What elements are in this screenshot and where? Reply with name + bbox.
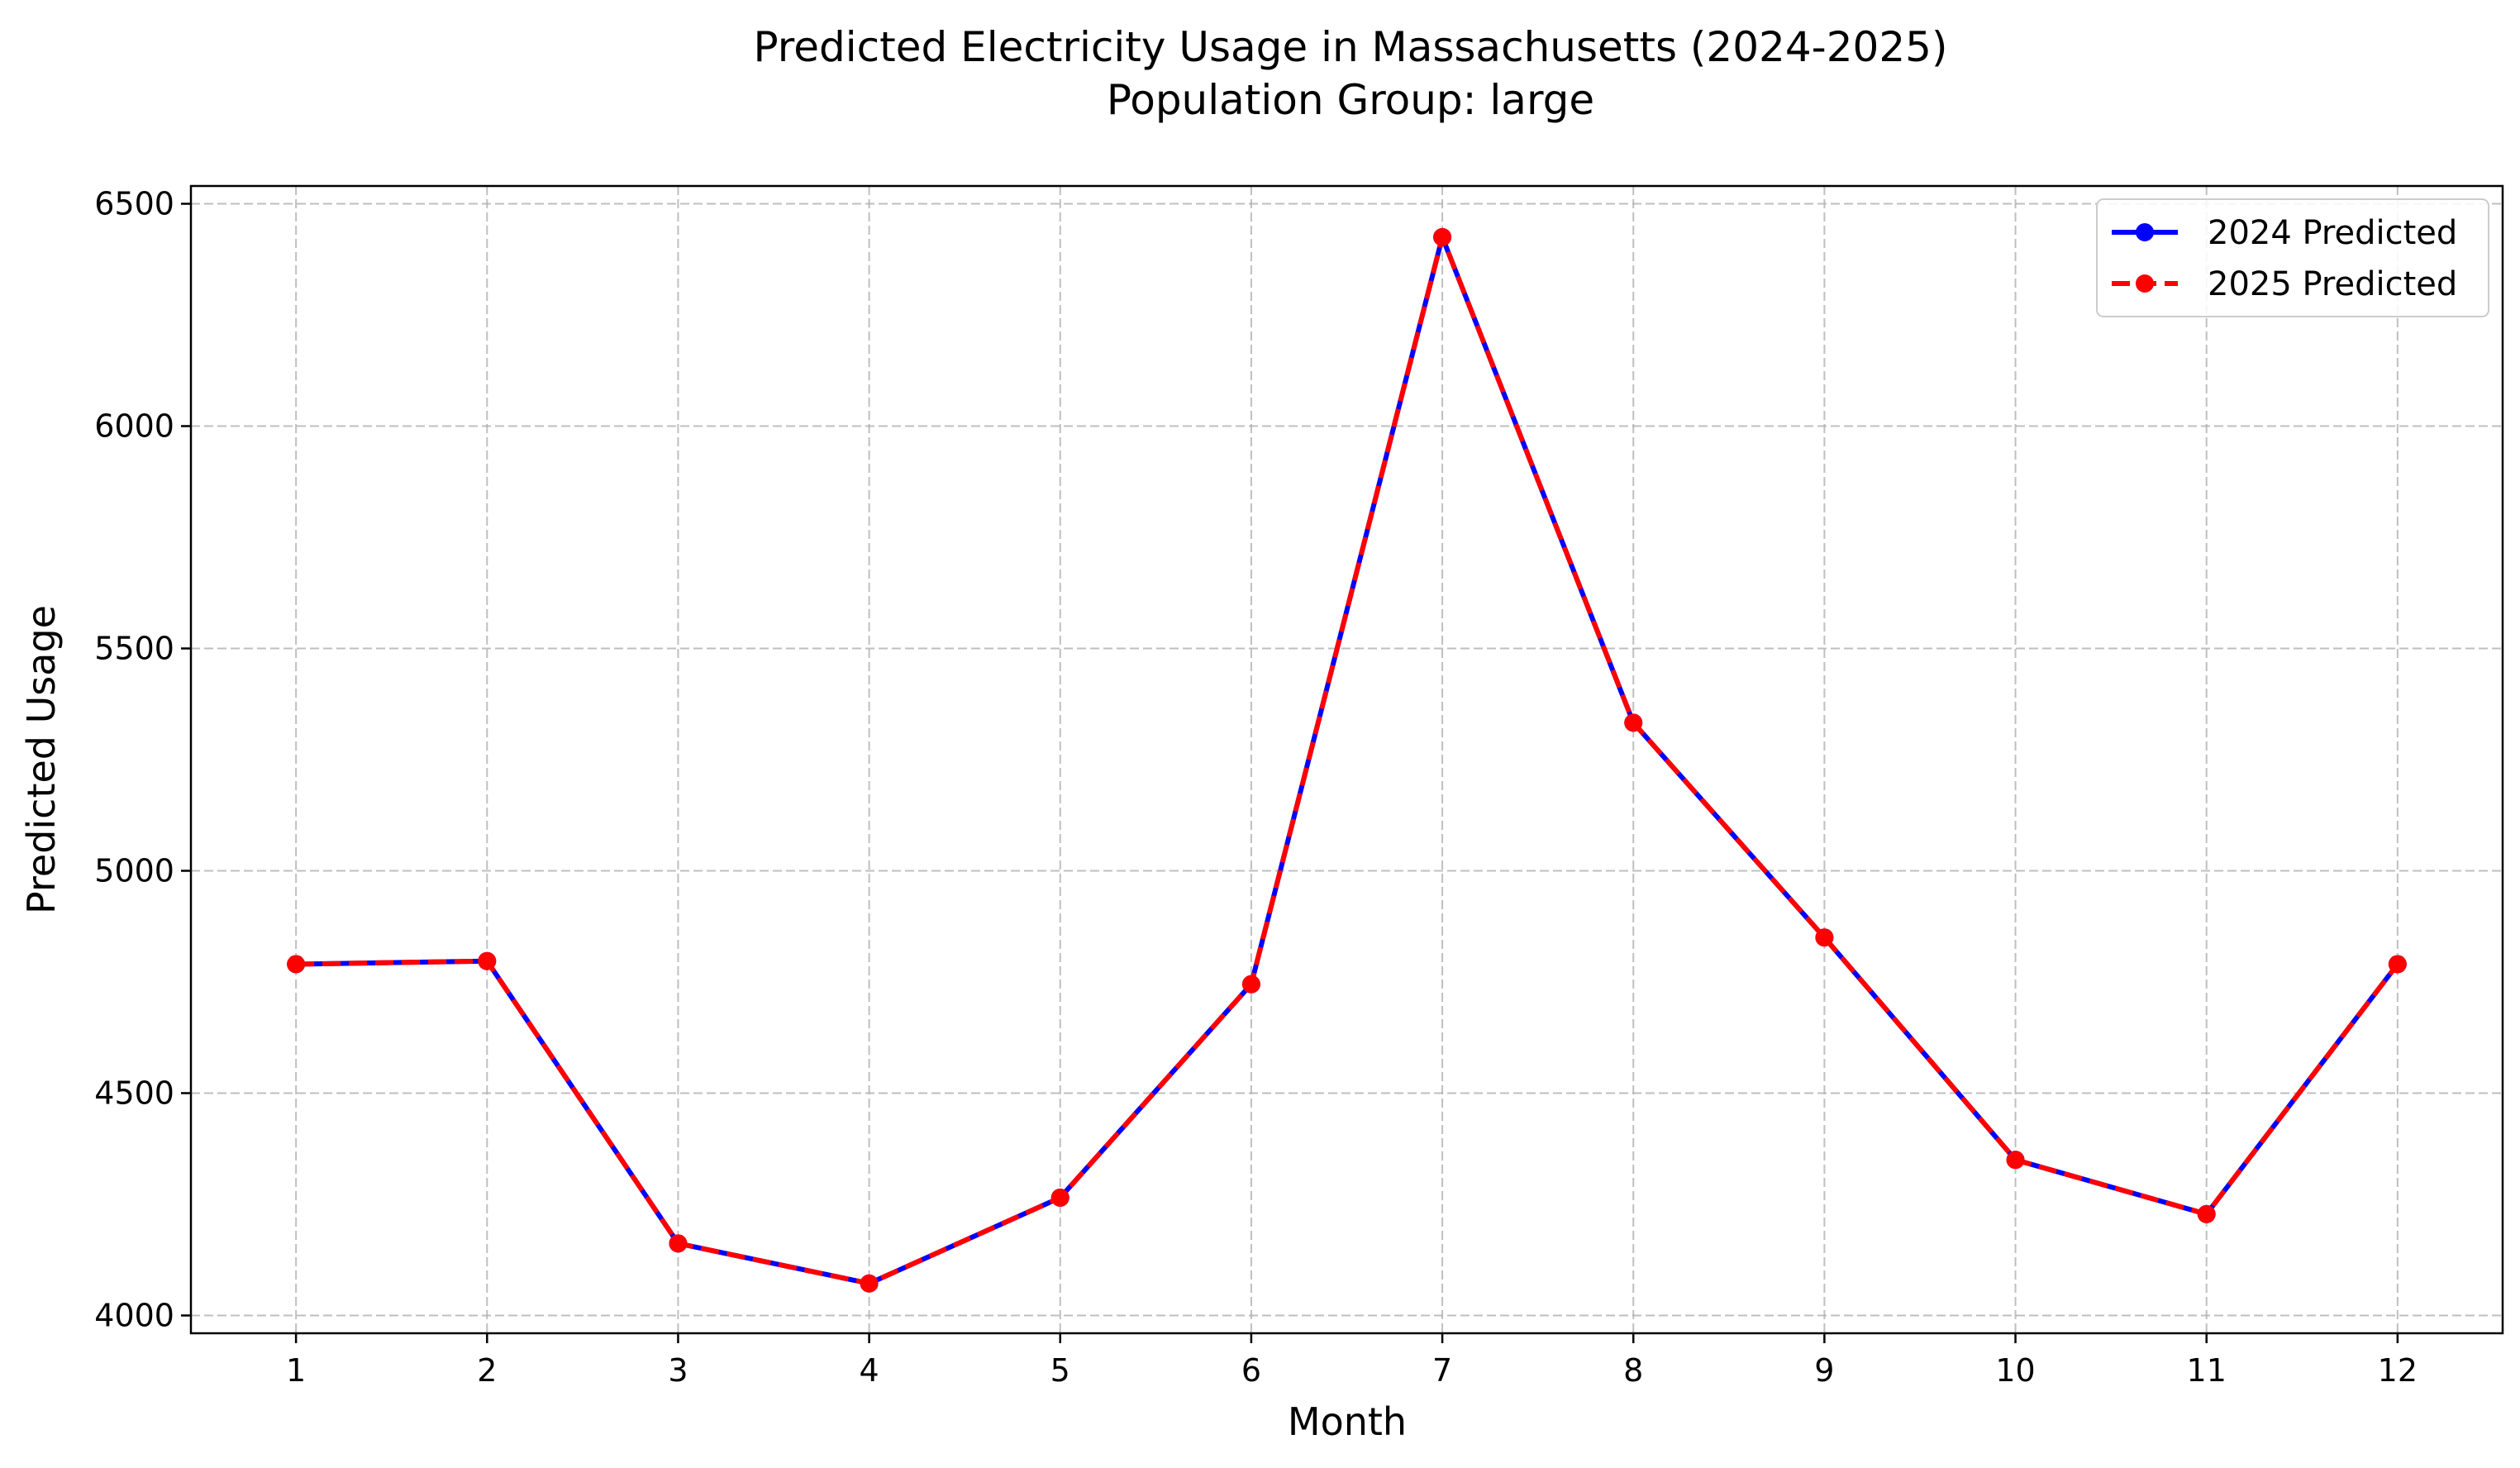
x-axis-label: Month xyxy=(1288,1399,1407,1444)
data-point xyxy=(669,1234,688,1253)
data-point xyxy=(1433,227,1452,246)
x-tick-label: 7 xyxy=(1432,1352,1452,1389)
data-point xyxy=(478,951,497,970)
legend-marker-2025 xyxy=(2136,274,2154,293)
y-tick-label: 5500 xyxy=(94,631,174,667)
data-point xyxy=(1050,1188,1069,1207)
x-tick-label: 3 xyxy=(668,1352,688,1389)
x-tick-label: 6 xyxy=(1241,1352,1261,1389)
y-tick-label: 6000 xyxy=(94,408,174,445)
y-tick-label: 4000 xyxy=(94,1297,174,1333)
grid xyxy=(191,186,2503,1333)
data-point xyxy=(1624,713,1643,732)
x-tick-label: 2 xyxy=(477,1352,497,1389)
data-point xyxy=(860,1274,879,1293)
x-tick-label: 1 xyxy=(286,1352,306,1389)
data-point xyxy=(2006,1151,2025,1170)
legend: 2024 Predicted 2025 Predicted xyxy=(2096,198,2489,317)
x-tick-label: 12 xyxy=(2378,1352,2418,1389)
plot-frame xyxy=(189,184,2504,1335)
x-tick-label: 4 xyxy=(860,1352,879,1389)
data-point xyxy=(287,955,306,974)
y-tick-label: 5000 xyxy=(94,852,174,889)
data-point xyxy=(2197,1204,2216,1223)
legend-box xyxy=(2096,198,2489,317)
y-axis: 4000 4500 5000 5500 6000 6500 xyxy=(94,186,191,1333)
plot-series xyxy=(287,227,2407,1293)
x-tick-label: 11 xyxy=(2187,1352,2227,1389)
chart-title: Predicted Electricity Usage in Massachus… xyxy=(754,23,1948,71)
y-tick-label: 4500 xyxy=(94,1075,174,1111)
x-tick-label: 9 xyxy=(1814,1352,1834,1389)
x-tick-label: 8 xyxy=(1623,1352,1643,1389)
legend-label-2025: 2025 Predicted xyxy=(2208,265,2457,303)
x-axis: 1 2 3 4 5 6 7 8 9 10 11 12 xyxy=(286,1333,2418,1389)
legend-marker-2024 xyxy=(2136,223,2154,241)
x-tick-label: 10 xyxy=(1995,1352,2035,1389)
y-axis-label: Predicted Usage xyxy=(19,605,64,914)
data-point xyxy=(1815,928,1834,947)
data-point xyxy=(1241,975,1260,994)
data-point xyxy=(2388,955,2407,974)
chart-subtitle: Population Group: large xyxy=(1107,76,1594,124)
x-tick-label: 5 xyxy=(1050,1352,1070,1389)
series-line-1 xyxy=(296,234,2400,1286)
y-tick-label: 6500 xyxy=(94,186,174,222)
legend-label-2024: 2024 Predicted xyxy=(2208,214,2457,252)
